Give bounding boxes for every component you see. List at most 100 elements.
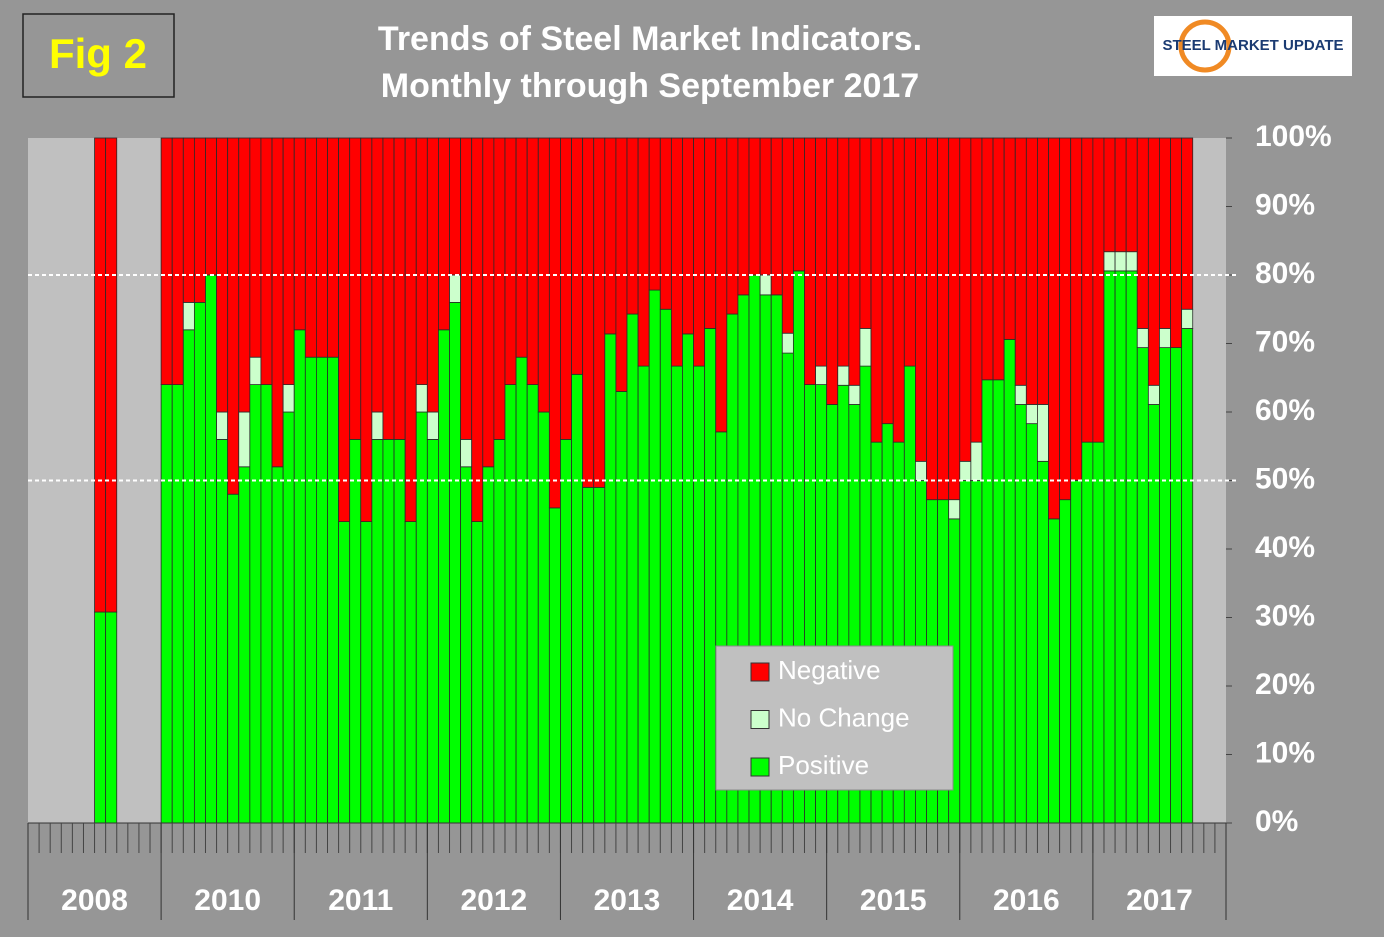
bar-segment	[526, 384, 539, 824]
bar-segment	[426, 438, 439, 824]
y-tick-label: 60%	[1255, 394, 1315, 427]
bar-segment	[338, 137, 351, 523]
y-tick-label: 30%	[1255, 599, 1315, 632]
bar-segment	[915, 137, 927, 462]
bar-segment	[1181, 137, 1194, 310]
bar-segment	[1136, 328, 1149, 349]
bar-segment	[1114, 251, 1127, 272]
bar-segment	[537, 411, 550, 824]
bar-segment	[682, 333, 694, 824]
bar-segment	[316, 356, 328, 824]
bar-segment	[1003, 338, 1016, 824]
bar-segment	[1103, 251, 1116, 272]
bar-segment	[460, 137, 473, 440]
bar-segment	[471, 521, 484, 824]
bar-segment	[1170, 137, 1183, 349]
bar-segment	[759, 137, 772, 276]
bar-segment	[105, 611, 118, 824]
bar-segment	[460, 438, 473, 468]
x-group-label: 2016	[993, 884, 1060, 917]
bar-segment	[449, 274, 462, 303]
legend-swatch	[750, 757, 770, 777]
bar-segment	[1114, 270, 1127, 824]
bar-segment	[438, 137, 450, 331]
bar-segment	[748, 137, 761, 276]
chart-title: Trends of Steel Market Indicators.	[378, 20, 922, 58]
legend-swatch	[750, 710, 770, 729]
bar-segment	[693, 137, 706, 367]
bar-segment	[1103, 137, 1116, 253]
bar-segment	[981, 379, 994, 824]
bar-segment	[682, 137, 694, 335]
bar-segment	[1014, 137, 1027, 386]
bar-segment	[582, 137, 595, 488]
bar-segment	[1037, 137, 1049, 405]
bar-segment	[770, 137, 783, 296]
bar-segment	[160, 137, 173, 386]
bar-segment	[1003, 137, 1016, 340]
bar-segment	[504, 137, 517, 386]
x-group-label: 2013	[594, 884, 661, 917]
bar-segment	[815, 365, 828, 386]
bar-segment	[193, 301, 206, 824]
bar-segment	[837, 365, 850, 386]
bar-segment	[1025, 137, 1038, 405]
bar-segment	[781, 137, 794, 334]
bar-segment	[715, 137, 728, 433]
bar-segment	[1037, 404, 1049, 462]
bar-segment	[382, 137, 395, 440]
bar-segment	[615, 137, 628, 392]
bar-segment	[349, 137, 362, 440]
bar-segment	[704, 328, 717, 824]
bar-segment	[848, 384, 861, 405]
bar-segment	[1170, 347, 1183, 824]
bar-segment	[327, 356, 339, 824]
bar-segment	[504, 384, 517, 824]
bar-segment	[171, 137, 184, 386]
bar-segment	[160, 384, 173, 824]
bar-segment	[560, 137, 572, 440]
bar-segment	[1048, 518, 1061, 824]
bar-segment	[1181, 308, 1194, 329]
bar-segment	[482, 137, 495, 468]
bar-segment	[1070, 480, 1083, 824]
bar-segment	[981, 137, 994, 381]
bar-segment	[227, 493, 240, 824]
plot: 0% 10% 20% 30% 40% 50% 60% 70% 80% 90% 100% 2008 201…	[27, 120, 1332, 920]
bar-segment	[304, 137, 317, 358]
bar-segment	[304, 356, 317, 824]
bar-segment	[593, 137, 606, 488]
bar-segment	[1181, 328, 1194, 824]
bar-segment	[238, 411, 251, 468]
bar-segment	[870, 137, 883, 443]
y-tick-label: 10%	[1255, 736, 1315, 769]
bar-segment	[648, 137, 661, 291]
bar-segment	[415, 137, 428, 386]
bar-segment	[1159, 328, 1171, 349]
bar-segment	[881, 137, 894, 425]
bar-segment	[804, 137, 816, 386]
bar-segment	[670, 365, 683, 824]
bar-segment	[1159, 137, 1171, 329]
bar-segment	[382, 438, 395, 824]
y-tick-label: 70%	[1255, 325, 1315, 358]
legend-label: Negative	[778, 655, 881, 685]
y-tick-label: 80%	[1255, 257, 1315, 290]
bar-segment	[1025, 423, 1038, 824]
bar-segment	[571, 137, 584, 375]
bar-segment	[1114, 137, 1127, 253]
bar-segment	[959, 137, 972, 462]
bar-segment	[1125, 270, 1138, 824]
bar-segment	[1159, 347, 1171, 824]
bar-segment	[216, 438, 229, 824]
bar-segment	[404, 137, 417, 523]
bar-segment	[604, 333, 617, 824]
bar-segment	[992, 137, 1005, 381]
x-group-label: 2010	[194, 884, 261, 917]
bar-segment	[659, 137, 672, 310]
bar-segment	[360, 521, 373, 824]
bar-segment	[848, 137, 861, 386]
bar-segment	[426, 411, 439, 440]
bar-segment	[903, 137, 916, 367]
